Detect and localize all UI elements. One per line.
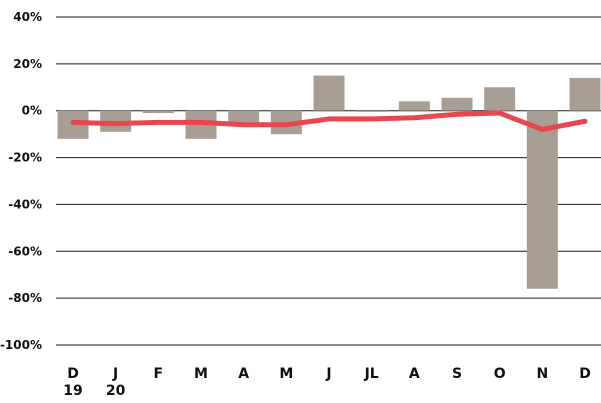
x-tick-label: S xyxy=(452,366,462,382)
y-tick-label: -20% xyxy=(8,151,42,165)
gridlines xyxy=(56,17,601,345)
x-tick-label: O xyxy=(494,366,506,382)
y-tick-label: -60% xyxy=(8,244,42,258)
x-tick-label: F xyxy=(154,366,164,382)
x-tick-label: D xyxy=(579,366,591,382)
x-year-label: 19 xyxy=(63,383,82,398)
y-tick-label: -80% xyxy=(8,291,42,305)
y-tick-label: -100% xyxy=(0,338,42,352)
y-tick-label: 20% xyxy=(13,57,42,71)
x-tick-label: A xyxy=(409,366,420,382)
x-tick-label: D xyxy=(67,366,79,382)
y-tick-label: -40% xyxy=(8,197,42,211)
bar xyxy=(143,111,174,113)
x-tick-label: J xyxy=(112,366,118,382)
x-tick-label: N xyxy=(536,366,548,382)
bar xyxy=(527,111,558,289)
x-tick-label: A xyxy=(238,366,249,382)
trend-line-layer xyxy=(73,113,585,130)
y-tick-label: 40% xyxy=(13,10,42,24)
bar xyxy=(484,87,515,110)
bar xyxy=(228,111,259,123)
y-tick-label: 0% xyxy=(22,104,42,118)
x-tick-label: J xyxy=(325,366,331,382)
bar xyxy=(442,98,473,111)
x-tick-label: M xyxy=(194,366,208,382)
bar xyxy=(314,76,345,111)
bar xyxy=(399,101,430,110)
x-tick-label: JL xyxy=(364,366,379,382)
y-axis-ticks: 40% 20% 0% -20% -40% -60% -80% -100% xyxy=(0,10,42,352)
bar xyxy=(356,111,387,112)
trend-line xyxy=(73,113,585,129)
bars xyxy=(58,76,601,289)
x-year-label: 20 xyxy=(106,383,126,398)
x-tick-label: M xyxy=(279,366,293,382)
bar xyxy=(570,78,601,111)
